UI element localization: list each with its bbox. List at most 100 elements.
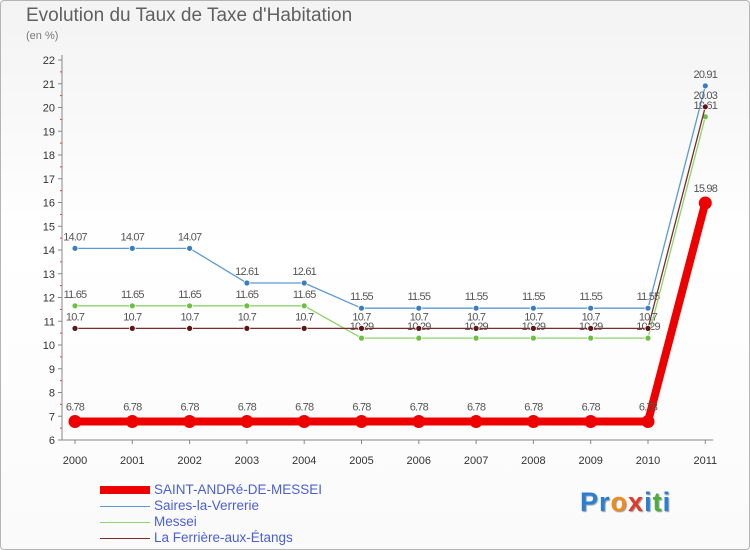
- data-point: [125, 414, 139, 428]
- y-tick-label: 14: [43, 245, 55, 257]
- data-label: 11.65: [293, 289, 316, 301]
- legend-item-saires: Saires-la-Verrerie: [100, 498, 420, 513]
- logo-letter: P: [580, 487, 600, 517]
- data-point: [186, 302, 194, 310]
- data-label: 11.65: [121, 289, 144, 301]
- data-point: [358, 334, 365, 342]
- data-point: [644, 324, 652, 332]
- data-point: [71, 324, 79, 332]
- legend-label: Messei: [154, 514, 197, 529]
- x-tick-label: 2001: [120, 455, 144, 467]
- data-point: [644, 334, 652, 342]
- data-point: [412, 414, 426, 428]
- data-label: 6.78: [524, 401, 543, 413]
- x-tick-label: 2003: [235, 455, 259, 467]
- data-label: 11.55: [407, 291, 430, 303]
- y-tick-label: 20: [43, 103, 55, 115]
- data-label: 6.78: [295, 401, 314, 413]
- y-tick-label: 10: [43, 340, 55, 352]
- y-tick-label: 12: [43, 293, 55, 305]
- data-label: 6.78: [352, 401, 371, 413]
- data-label: 6.78: [238, 401, 257, 413]
- data-point: [469, 414, 483, 428]
- data-point: [71, 302, 79, 310]
- logo-letter: i: [644, 487, 653, 517]
- legend-swatch: [100, 521, 150, 523]
- x-tick-label: 2004: [292, 455, 316, 467]
- y-tick-label: 17: [43, 174, 55, 186]
- data-point: [415, 324, 423, 332]
- legend-item-la-ferriere: La Ferrière-aux-Étangs: [100, 530, 420, 545]
- data-label: 10.7: [66, 311, 85, 323]
- data-label: 11.65: [64, 289, 87, 301]
- y-tick-label: 18: [43, 150, 55, 162]
- x-tick-label: 2000: [63, 455, 87, 467]
- y-tick-label: 11: [44, 316, 55, 328]
- data-point: [526, 414, 540, 428]
- data-point: [587, 334, 595, 342]
- y-tick-label: 8: [49, 388, 55, 400]
- data-point: [587, 304, 595, 312]
- data-point: [243, 279, 251, 287]
- data-point: [530, 324, 537, 332]
- legend-label: SAINT-ANDRé-DE-MESSEI: [154, 482, 323, 497]
- data-label: 6.78: [66, 401, 85, 413]
- data-point: [472, 324, 480, 332]
- data-label: 10.7: [639, 311, 658, 323]
- data-point: [584, 414, 598, 428]
- data-label: 10.7: [123, 311, 142, 323]
- y-axis-unit-label: (en %): [26, 30, 59, 42]
- data-point: [243, 324, 251, 332]
- data-label: 12.61: [292, 266, 316, 278]
- data-label: 10.7: [180, 311, 199, 323]
- data-point: [128, 324, 136, 332]
- data-point: [472, 304, 480, 312]
- data-label: 20.03: [694, 90, 718, 102]
- data-point: [698, 196, 712, 210]
- data-point: [243, 302, 251, 310]
- data-point: [297, 414, 311, 428]
- x-tick-label: 2005: [349, 455, 373, 467]
- data-point: [240, 414, 254, 428]
- data-point: [183, 414, 197, 428]
- data-label: 15.98: [694, 183, 718, 195]
- series-line-1: [74, 116, 706, 339]
- legend-item-messei: Messei: [100, 514, 420, 529]
- logo-letter: x: [628, 487, 645, 517]
- y-tick-label: 21: [43, 79, 55, 91]
- y-tick-label: 22: [43, 55, 55, 67]
- data-point: [300, 279, 308, 287]
- data-label: 11.55: [522, 291, 545, 303]
- data-label: 6.78: [467, 401, 486, 413]
- data-point: [701, 82, 709, 90]
- data-label: 14.07: [178, 231, 202, 243]
- data-label: 10.7: [582, 311, 601, 323]
- data-point: [530, 334, 537, 342]
- data-label: 10.7: [467, 311, 486, 323]
- data-label: 6.78: [123, 401, 142, 413]
- data-label: 11.55: [579, 291, 602, 303]
- data-point: [530, 304, 537, 312]
- data-label: 20.91: [694, 69, 718, 81]
- data-point: [68, 414, 82, 428]
- data-label: 10.7: [352, 311, 371, 323]
- x-tick-label: 2011: [693, 455, 717, 467]
- y-tick-label: 9: [49, 364, 55, 376]
- data-point: [71, 244, 79, 252]
- data-point: [701, 103, 709, 111]
- legend-item-saint-andre: SAINT-ANDRé-DE-MESSEI: [100, 482, 420, 497]
- data-point: [300, 324, 308, 332]
- data-label: 14.07: [63, 231, 87, 243]
- data-label: 11.55: [465, 291, 488, 303]
- data-label: 11.55: [350, 291, 373, 303]
- data-label: 10.7: [238, 311, 257, 323]
- data-point: [472, 334, 480, 342]
- data-label: 10.7: [410, 311, 429, 323]
- data-point: [587, 324, 595, 332]
- legend-swatch: [100, 537, 150, 539]
- data-label: 10.7: [524, 311, 543, 323]
- data-point: [186, 324, 194, 332]
- series-line-3: [71, 198, 710, 426]
- data-point: [358, 324, 365, 332]
